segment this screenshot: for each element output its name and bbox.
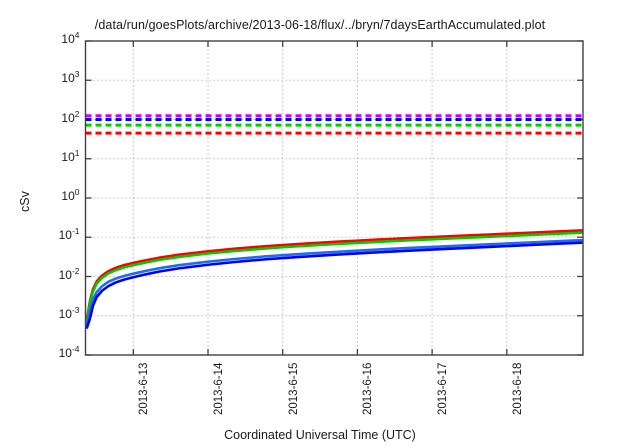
accumulated-dose-green (85, 231, 583, 322)
page-title: /data/run/goesPlots/archive/2013-06-18/f… (94, 18, 546, 32)
accumulated-dose-red (85, 229, 583, 320)
x-axis-label: Coordinated Universal Time (UTC) (224, 428, 416, 442)
y-tick-label: 10-2 (58, 265, 80, 282)
y-tick-mantissa: 10 (61, 149, 75, 164)
y-tick-exponent: -2 (71, 265, 80, 276)
y-tick-label: 102 (61, 108, 80, 125)
y-tick-mantissa: 10 (61, 32, 75, 46)
y-tick-mantissa: 10 (58, 346, 72, 360)
x-tick-label: 2013-6-13 (138, 362, 151, 415)
y-tick-exponent: 2 (74, 108, 80, 119)
y-tick-label: 100 (61, 187, 80, 203)
accumulated-dose-darkblue (85, 241, 583, 329)
x-tick-label: 2013-6-14 (213, 362, 225, 415)
y-tick-exponent: -4 (71, 344, 80, 354)
x-tick-label: 2013-6-15 (287, 362, 300, 415)
y-tick-mantissa: 10 (61, 71, 75, 86)
y-tick-label: 101 (61, 147, 80, 164)
y-tick-mantissa: 10 (58, 306, 72, 321)
y-tick-exponent: -1 (71, 226, 80, 237)
y-tick-mantissa: 10 (61, 110, 75, 125)
x-tick-label: 2013-6-16 (362, 362, 375, 415)
y-tick-exponent: -3 (71, 304, 80, 315)
y-tick-mantissa: 10 (58, 228, 72, 243)
y-tick-mantissa: 10 (61, 189, 75, 203)
x-tick-label: 2013-6-17 (437, 362, 450, 415)
y-tick-exponent: 3 (74, 69, 80, 80)
y-tick-exponent: 4 (74, 30, 80, 40)
x-tick-label: 2013-6-18 (511, 362, 524, 415)
accumulated-dose-lightblue (85, 238, 583, 326)
data-series-layer (85, 229, 583, 329)
plot-frame (84, 40, 584, 356)
threshold-lines-layer (85, 114, 583, 135)
y-tick-label: 10-1 (58, 226, 80, 243)
y-tick-label: 103 (61, 69, 80, 86)
grid-layer (85, 41, 583, 355)
y-tick-label: 104 (61, 30, 80, 46)
y-tick-exponent: 0 (74, 187, 80, 197)
y-tick-label: 10-3 (58, 304, 80, 321)
y-tick-label: 10-4 (58, 344, 80, 360)
y-tick-exponent: 1 (74, 147, 80, 158)
y-axis-label: cSv (18, 191, 32, 212)
y-tick-mantissa: 10 (58, 267, 72, 282)
